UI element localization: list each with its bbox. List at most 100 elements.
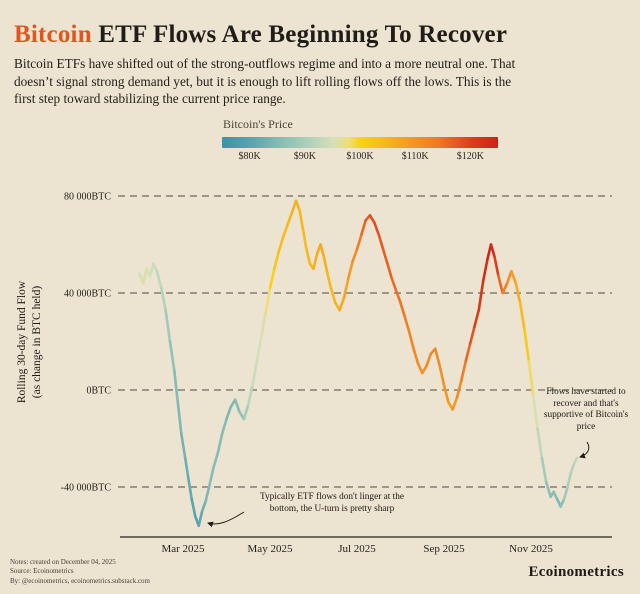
flow-line-segment	[464, 342, 472, 363]
flow-line-segment	[259, 311, 268, 338]
flow-line-segment	[200, 500, 207, 513]
flow-line-segment	[412, 347, 420, 365]
flow-line-segment	[251, 359, 259, 387]
fund-flow-chart: 80 000BTC 40 000BTC 0BTC -40 000BTC Mar 2025…	[0, 176, 640, 562]
flow-line-segment	[255, 335, 263, 363]
colorbar-label: $80K	[238, 151, 261, 162]
flow-line-segment	[566, 471, 573, 489]
x-tick-label: Nov 2025	[509, 543, 553, 555]
y-tick-label: -40 000BTC	[61, 483, 112, 494]
flow-line-segment	[176, 400, 183, 435]
flow-line-segment	[505, 269, 513, 285]
flow-line-segment	[442, 383, 450, 404]
flow-line-segment	[312, 252, 319, 271]
flow-line-segment	[390, 277, 398, 292]
title-highlight: Bitcoin	[14, 20, 92, 48]
annotation-arrow	[579, 441, 590, 459]
colorbar-title: Bitcoin's Price	[223, 117, 293, 131]
flow-line-segment	[481, 257, 489, 283]
flow-line-segment	[326, 272, 333, 290]
flow-line-segment	[152, 262, 159, 273]
flow-line-segment	[338, 296, 346, 312]
y-tick-label: 40 000BTC	[64, 289, 111, 300]
flow-line-segment	[346, 260, 354, 280]
flow-line-segment	[342, 277, 350, 300]
flow-line-segment	[183, 456, 190, 479]
y-tick-label: 80 000BTC	[64, 192, 111, 203]
flow-line-segment	[190, 497, 197, 518]
flow-line-segment	[290, 199, 298, 215]
flow-line-segment	[168, 340, 176, 372]
flow-line-segment	[527, 359, 535, 397]
y-axis-label: Rolling 30-day Fund Flow (as change in B…	[16, 280, 43, 404]
flow-line-segment	[377, 233, 385, 251]
annotation-arrow	[207, 511, 245, 528]
flow-line-segment	[562, 485, 569, 501]
flow-line-segment	[294, 199, 301, 212]
flow-line-segment	[531, 393, 539, 431]
flow-line-segment	[319, 243, 326, 258]
flow-line-segment	[510, 269, 518, 285]
flow-line-segment	[281, 223, 289, 239]
flow-line-segment	[197, 509, 204, 528]
colorbar-label: $120K	[456, 151, 485, 162]
flow-line-segment	[247, 383, 254, 406]
colorbar-label: $100K	[346, 151, 374, 162]
flow-line-segment	[569, 461, 576, 474]
flow-line-segment	[523, 328, 531, 363]
flow-line-segment	[514, 282, 522, 304]
flow-line-segment	[416, 362, 424, 375]
flow-line-segment	[277, 235, 285, 254]
flow-line-segment	[164, 308, 172, 343]
flow-line-segment	[360, 218, 368, 237]
flow-line-segment	[160, 286, 167, 312]
flow-line-segment	[501, 282, 509, 295]
flow-line-segment	[381, 248, 389, 266]
flow-line-segment	[477, 279, 485, 312]
brand-logo-text: Ecoinometrics	[528, 564, 624, 580]
x-tick-label: May 2025	[248, 543, 293, 555]
chart-canvas: 80 000BTC 40 000BTC 0BTC -40 000BTC Mar 2025…	[61, 192, 612, 555]
flow-line-segment	[399, 301, 407, 319]
flow-line-segment	[493, 255, 500, 278]
flow-line-segment	[368, 214, 376, 225]
flow-line-segment	[329, 286, 337, 304]
colorbar-labels: $80K $90K $100K $110K $120K	[222, 151, 498, 162]
flow-line-segment	[204, 485, 211, 503]
flow-line-segment	[216, 432, 224, 455]
annotation-bottom-uturn: Typically ETF flows don't linger at the …	[259, 492, 405, 514]
x-tick-label: Sep 2025	[423, 543, 465, 555]
x-tick-label: Mar 2025	[161, 543, 205, 555]
flow-line-segment	[242, 403, 250, 421]
flow-line-segment	[155, 269, 163, 290]
flow-line-segment	[407, 330, 415, 351]
x-tick-label: Jul 2025	[338, 543, 376, 555]
flow-line-segment	[301, 228, 308, 251]
flow-line-segment	[233, 398, 241, 414]
annotation-recovery: Flows have started to recover and that's…	[543, 387, 629, 432]
flow-line-segment	[489, 243, 496, 258]
flow-line-segment	[225, 405, 233, 421]
flow-line-segment	[286, 211, 294, 227]
flow-line-segment	[536, 427, 544, 460]
flow-line-segment	[540, 456, 548, 484]
flow-line-segment	[473, 308, 481, 329]
price-colorbar	[222, 137, 498, 148]
note-line: Notes: created on December 04, 2025	[10, 558, 116, 566]
subtitle-text: Bitcoin ETFs have shifted out of the str…	[14, 56, 516, 106]
y-tick-label: 0BTC	[87, 386, 112, 397]
flow-line-segment	[468, 325, 476, 346]
flow-line-segment	[180, 432, 187, 460]
price-colorbar-legend: Bitcoin's Price $80K $90K $100K $110K $1…	[222, 117, 498, 162]
flow-line-segment	[460, 359, 468, 382]
flow-line-segment	[272, 250, 281, 271]
flow-line-segment	[268, 267, 276, 290]
flow-line-segment	[438, 364, 446, 387]
flow-line-segment	[207, 466, 215, 489]
colorbar-label: $90K	[293, 151, 316, 162]
flow-line-segment	[305, 248, 312, 266]
flow-line-segment	[518, 301, 526, 331]
flow-line-segment	[394, 289, 402, 304]
flow-line-segment	[298, 209, 305, 232]
flow-line-segment	[451, 396, 459, 411]
